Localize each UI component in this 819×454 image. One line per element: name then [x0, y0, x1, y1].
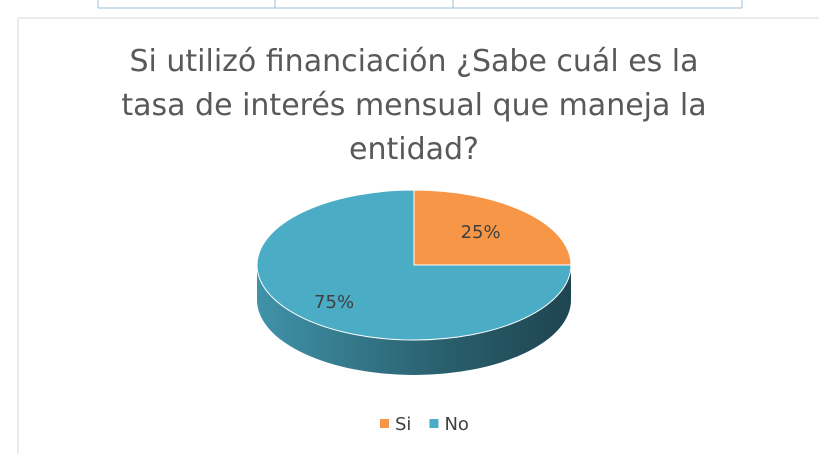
table-fragment — [97, 0, 743, 9]
legend-label: Si — [395, 414, 411, 435]
legend-swatch — [429, 419, 439, 428]
pie-slice — [256, 189, 572, 341]
legend-label: No — [444, 414, 468, 435]
data-label: 25% — [461, 222, 501, 243]
pie-side-shade — [257, 265, 571, 375]
legend-swatch — [380, 419, 389, 428]
pie-slice — [413, 189, 572, 266]
chart-title: Si utilizó financiación ¿Sabe cuál es la… — [121, 44, 707, 167]
data-label: 75% — [314, 292, 354, 313]
chart-frame — [17, 17, 819, 454]
